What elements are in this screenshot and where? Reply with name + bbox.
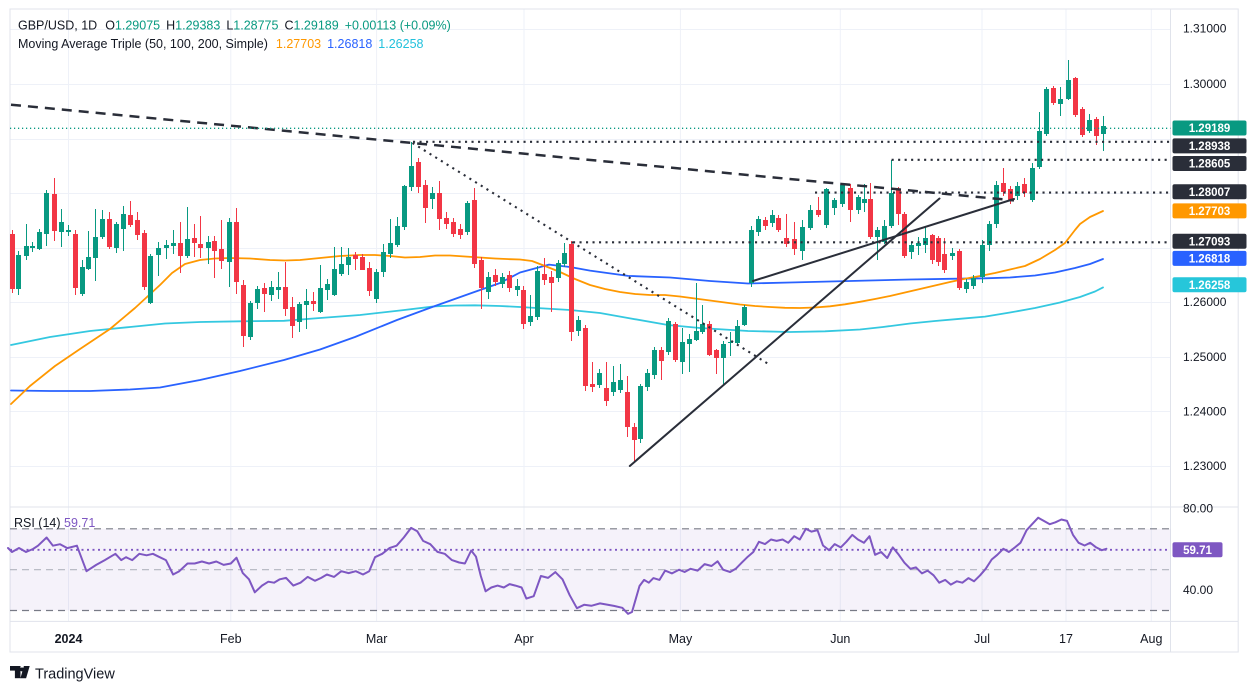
svg-text:Jun: Jun [830,632,850,646]
svg-text:1.25000: 1.25000 [1183,350,1227,364]
svg-text:1.28605: 1.28605 [1189,159,1231,171]
svg-text:1.30000: 1.30000 [1183,77,1227,91]
svg-text:Moving Average Triple (50, 100: Moving Average Triple (50, 100, 200, Sim… [18,37,424,51]
svg-text:1.26258: 1.26258 [1189,280,1231,292]
svg-text:Apr: Apr [514,632,533,646]
svg-text:Aug: Aug [1140,632,1162,646]
svg-text:2024: 2024 [55,632,83,646]
svg-text:40.00: 40.00 [1183,583,1213,597]
svg-text:17: 17 [1059,632,1073,646]
svg-text:1.28938: 1.28938 [1189,141,1231,153]
svg-text:1.27703: 1.27703 [1189,206,1231,218]
svg-text:TradingView: TradingView [35,667,115,683]
svg-text:59.71: 59.71 [1183,545,1212,557]
svg-text:1.24000: 1.24000 [1183,404,1227,418]
svg-text:1.26000: 1.26000 [1183,295,1227,309]
svg-text:May: May [669,632,693,646]
svg-text:Mar: Mar [366,632,388,646]
svg-text:1.31000: 1.31000 [1183,22,1227,36]
svg-text:1.29189: 1.29189 [1189,123,1231,135]
svg-text:1.27093: 1.27093 [1189,236,1231,248]
svg-text:RSI (14) 59.71: RSI (14) 59.71 [14,516,95,530]
svg-text:1.23000: 1.23000 [1183,459,1227,473]
svg-text:80.00: 80.00 [1183,501,1213,515]
svg-text:Feb: Feb [220,632,242,646]
svg-text:1.26818: 1.26818 [1189,253,1231,265]
svg-text:Jul: Jul [974,632,990,646]
svg-text:1.28007: 1.28007 [1189,187,1231,199]
